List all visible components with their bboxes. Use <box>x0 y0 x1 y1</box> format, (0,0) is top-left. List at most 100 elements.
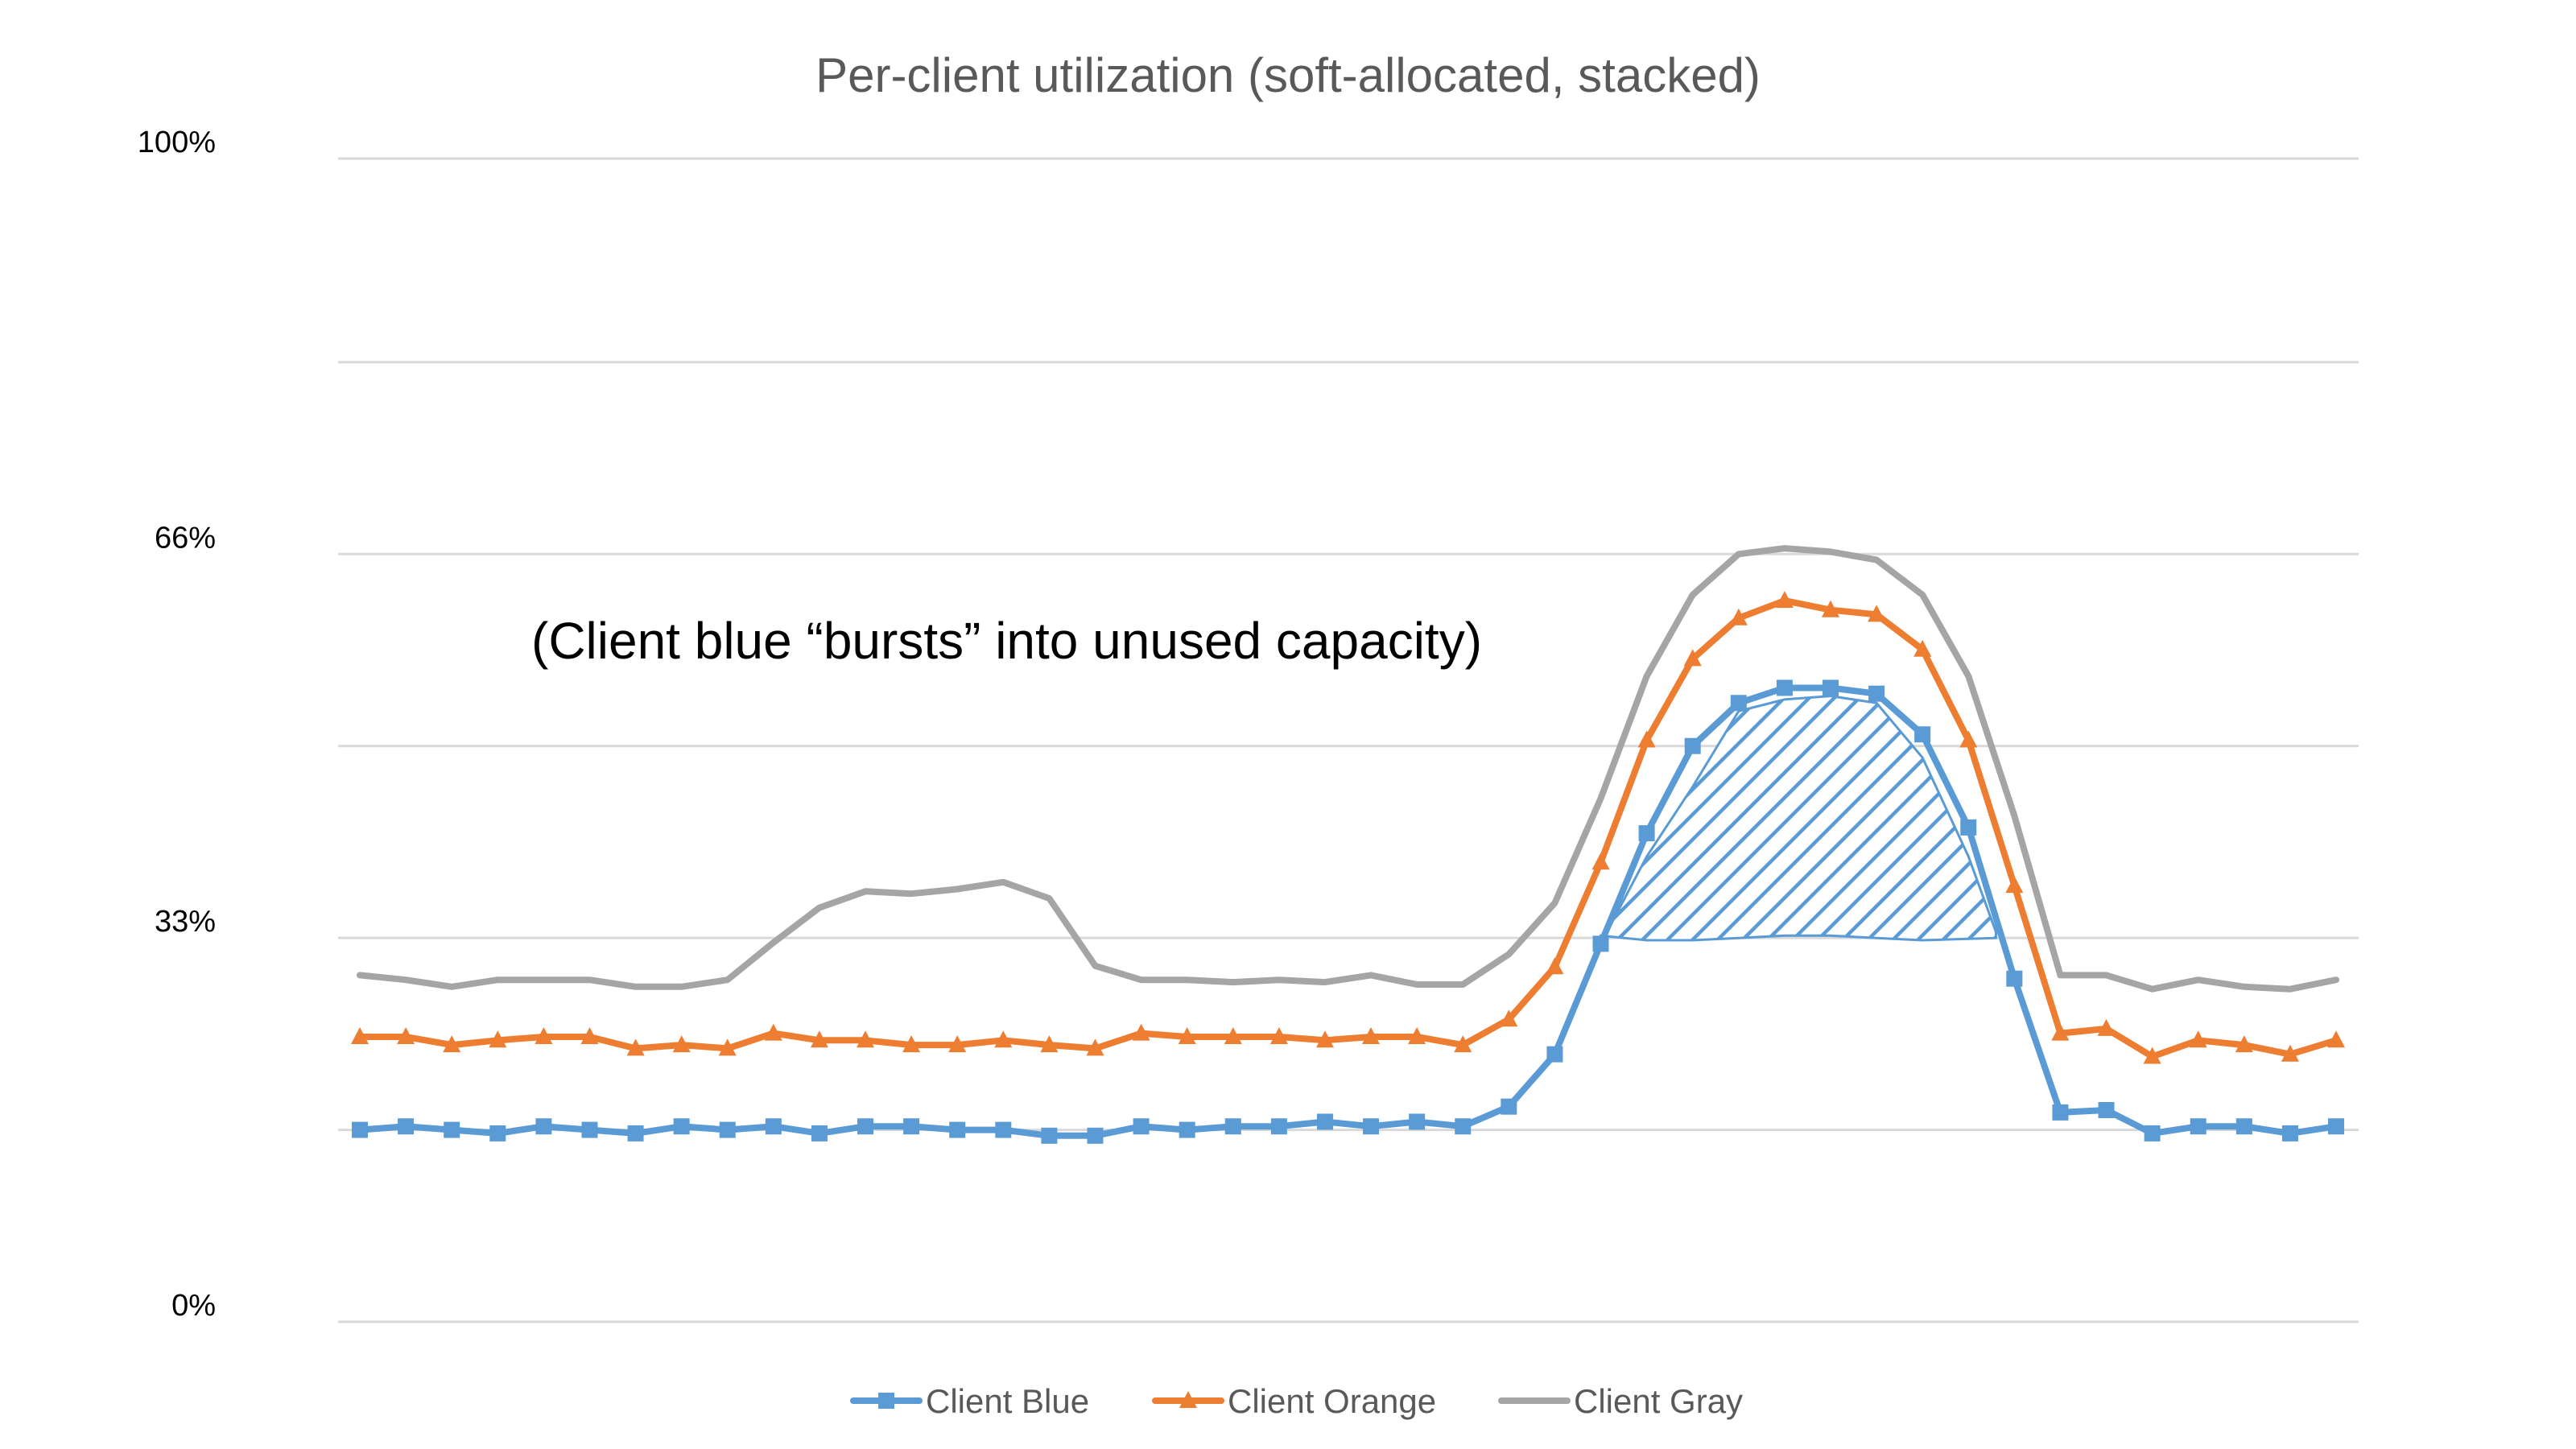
data-point-client-blue <box>1041 1127 1058 1144</box>
data-point-client-blue <box>1455 1118 1472 1135</box>
data-point-client-orange <box>489 1030 507 1048</box>
legend-item-client-gray: Client Gray <box>1498 1382 1743 1420</box>
burst-hatch-region <box>1600 695 1997 945</box>
data-point-client-orange <box>1132 1023 1150 1041</box>
data-point-client-blue <box>1684 737 1701 754</box>
data-point-client-orange <box>1224 1027 1242 1044</box>
series-line-client-orange <box>357 597 2339 1060</box>
data-point-client-blue <box>2006 970 2023 987</box>
data-point-client-blue <box>1087 1127 1104 1144</box>
data-point-client-blue <box>352 1121 368 1138</box>
y-axis-tick-labels: 0% 33% 66% 100% <box>138 126 216 1323</box>
data-point-client-orange <box>1500 1009 1518 1027</box>
data-point-client-orange <box>902 1035 921 1053</box>
data-point-client-orange <box>1454 1035 1472 1053</box>
data-point-client-blue <box>673 1118 690 1135</box>
data-point-client-blue <box>719 1121 736 1138</box>
data-point-client-orange <box>535 1027 553 1044</box>
data-point-client-orange <box>2235 1035 2253 1053</box>
legend-label: Client Orange <box>1228 1382 1436 1420</box>
data-point-client-blue <box>811 1125 828 1141</box>
data-point-client-orange <box>1362 1027 1380 1044</box>
data-point-client-orange <box>2281 1044 2299 1062</box>
data-point-client-orange <box>351 1027 369 1044</box>
data-point-client-orange <box>1683 649 1702 667</box>
data-point-client-blue <box>1914 726 1931 743</box>
chart-title: Per-client utilization (soft-allocated, … <box>815 48 1761 102</box>
data-point-client-blue <box>2328 1118 2344 1135</box>
data-point-client-blue <box>2144 1125 2161 1141</box>
data-point-client-blue <box>1179 1121 1195 1138</box>
legend-marker-triangle <box>1179 1391 1197 1408</box>
y-tick-label: 66% <box>155 521 216 555</box>
data-point-client-blue <box>489 1125 506 1141</box>
data-point-client-blue <box>2098 1102 2115 1119</box>
legend-label: Client Gray <box>1574 1382 1743 1420</box>
data-point-client-orange <box>2189 1030 2207 1048</box>
data-point-client-orange <box>948 1035 967 1053</box>
data-point-client-orange <box>2143 1046 2161 1064</box>
data-point-client-blue <box>1316 1113 1333 1130</box>
data-point-client-blue <box>1270 1118 1287 1135</box>
y-tick-label: 0% <box>171 1289 216 1323</box>
series-line-client-gray <box>357 545 2339 993</box>
data-point-client-orange <box>1868 605 1886 622</box>
data-point-client-orange <box>626 1038 645 1056</box>
data-point-client-blue <box>765 1118 782 1135</box>
data-point-client-blue <box>2235 1118 2252 1135</box>
data-point-client-orange <box>810 1030 828 1048</box>
data-point-client-orange <box>1408 1027 1426 1044</box>
data-point-client-blue <box>398 1118 415 1135</box>
data-point-client-blue <box>1638 825 1655 842</box>
data-point-client-blue <box>1224 1118 1241 1135</box>
data-point-client-blue <box>1730 695 1747 712</box>
data-point-client-blue <box>2281 1125 2298 1141</box>
y-tick-label: 33% <box>155 905 216 939</box>
series-markers <box>351 591 2345 1144</box>
data-point-client-blue <box>444 1121 460 1138</box>
data-point-client-orange <box>1913 639 1932 657</box>
legend-item-client-orange: Client Orange <box>1152 1382 1436 1420</box>
data-point-client-blue <box>1133 1118 1150 1135</box>
data-point-client-blue <box>535 1118 552 1135</box>
data-point-client-blue <box>581 1121 598 1138</box>
data-point-client-orange <box>1546 957 1564 975</box>
data-point-client-blue <box>1960 819 1977 836</box>
data-point-client-orange <box>1637 730 1656 748</box>
data-point-client-orange <box>580 1027 599 1044</box>
data-point-client-orange <box>764 1023 782 1041</box>
data-point-client-blue <box>949 1121 966 1138</box>
data-point-client-orange <box>718 1038 737 1056</box>
legend: Client Blue Client Orange Client Gray <box>850 1382 1743 1420</box>
data-point-client-orange <box>1729 608 1748 625</box>
data-point-client-orange <box>2005 876 2024 894</box>
data-point-client-blue <box>1363 1118 1380 1135</box>
data-point-client-blue <box>2190 1118 2207 1135</box>
data-point-client-orange <box>2097 1018 2116 1036</box>
data-point-client-orange <box>1316 1030 1334 1048</box>
data-point-client-orange <box>1178 1027 1196 1044</box>
data-point-client-blue <box>1501 1098 1517 1115</box>
gridlines <box>338 157 2359 1323</box>
data-point-client-blue <box>627 1125 644 1141</box>
y-tick-label: 100% <box>138 126 216 159</box>
burst-annotation: (Client blue “bursts” into unused capaci… <box>531 612 1482 670</box>
data-point-client-orange <box>1040 1035 1059 1053</box>
data-point-client-orange <box>2051 1023 2070 1041</box>
data-point-client-blue <box>857 1118 874 1135</box>
data-point-client-blue <box>1592 935 1609 952</box>
data-point-client-orange <box>994 1030 1013 1048</box>
data-point-client-blue <box>1546 1046 1563 1063</box>
data-point-client-orange <box>2327 1030 2345 1048</box>
data-point-client-orange <box>1591 852 1610 870</box>
data-point-client-orange <box>1959 730 1978 748</box>
data-point-client-orange <box>443 1035 461 1053</box>
data-point-client-orange <box>1822 600 1839 617</box>
data-point-client-orange <box>857 1030 874 1048</box>
data-point-client-blue <box>2052 1104 2069 1121</box>
data-point-client-orange <box>1775 591 1794 609</box>
data-point-client-blue <box>1868 685 1885 702</box>
data-point-client-orange <box>1086 1038 1104 1056</box>
legend-marker-square <box>878 1393 894 1409</box>
